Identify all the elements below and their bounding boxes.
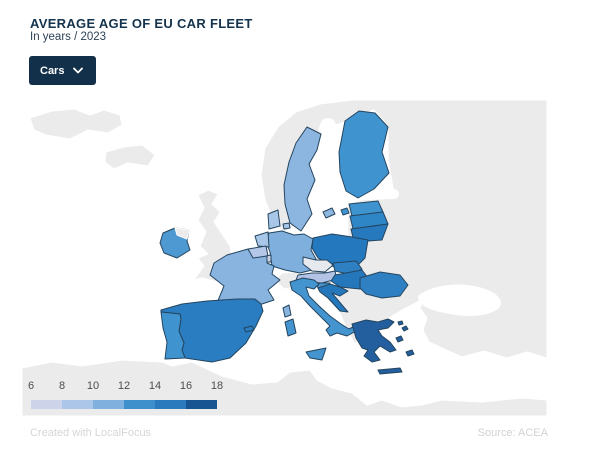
legend-segment [62, 400, 93, 409]
country-greece[interactable] [351, 318, 397, 363]
legend-tick: 14 [148, 380, 162, 392]
chevron-down-icon [73, 67, 84, 74]
legend-tick: 8 [58, 380, 66, 392]
legend-segment [31, 400, 62, 409]
sea-gulf-of-finland [339, 189, 399, 201]
country-greece-crete[interactable] [377, 367, 403, 375]
legend-tick: 10 [86, 380, 100, 392]
chart-subtitle: In years / 2023 [30, 31, 107, 43]
legend-segment [155, 400, 186, 409]
country-portugal[interactable] [160, 311, 186, 360]
map-legend: 6 8 10 12 14 16 18 [27, 380, 223, 412]
country-denmark-islands[interactable] [282, 222, 291, 230]
country-netherlands[interactable] [254, 231, 270, 248]
legend-segment [124, 400, 155, 409]
region-iceland [29, 108, 123, 140]
country-italy-sicily[interactable] [305, 347, 327, 361]
dataset-dropdown[interactable]: Cars [29, 56, 96, 85]
country-czechia[interactable] [302, 256, 334, 273]
map-svg [22, 100, 547, 416]
legend-color-bar [31, 400, 217, 409]
legend-tick: 16 [179, 380, 193, 392]
region-northern-ireland [174, 227, 190, 240]
region-faroe [104, 144, 156, 170]
legend-segment [93, 400, 124, 409]
country-croatia[interactable] [317, 283, 349, 313]
legend-tick: 12 [117, 380, 131, 392]
country-sweden[interactable] [283, 126, 322, 232]
country-estonia-islands[interactable] [340, 207, 350, 216]
sea-black-sea [418, 284, 501, 316]
europe-choropleth-map [22, 100, 547, 416]
country-greece-islands[interactable] [395, 320, 415, 357]
legend-tick: 6 [27, 380, 35, 392]
country-france-corsica[interactable] [282, 304, 292, 318]
country-finland[interactable] [338, 110, 390, 199]
country-italy-sardinia[interactable] [284, 318, 297, 337]
localfocus-credit-link[interactable]: Created with LocalFocus [30, 427, 152, 439]
legend-segment [186, 400, 217, 409]
country-denmark[interactable] [267, 209, 281, 230]
country-sweden-gotland[interactable] [322, 207, 336, 219]
legend-ticks: 6 8 10 12 14 16 18 [27, 380, 223, 395]
legend-tick: 18 [210, 380, 224, 392]
dataset-dropdown-label: Cars [40, 64, 65, 77]
country-romania[interactable] [359, 271, 409, 299]
source-label: Source: ACEA [477, 427, 548, 439]
country-spain-balearics[interactable] [243, 325, 255, 333]
chart-title: AVERAGE AGE OF EU CAR FLEET [30, 15, 253, 31]
